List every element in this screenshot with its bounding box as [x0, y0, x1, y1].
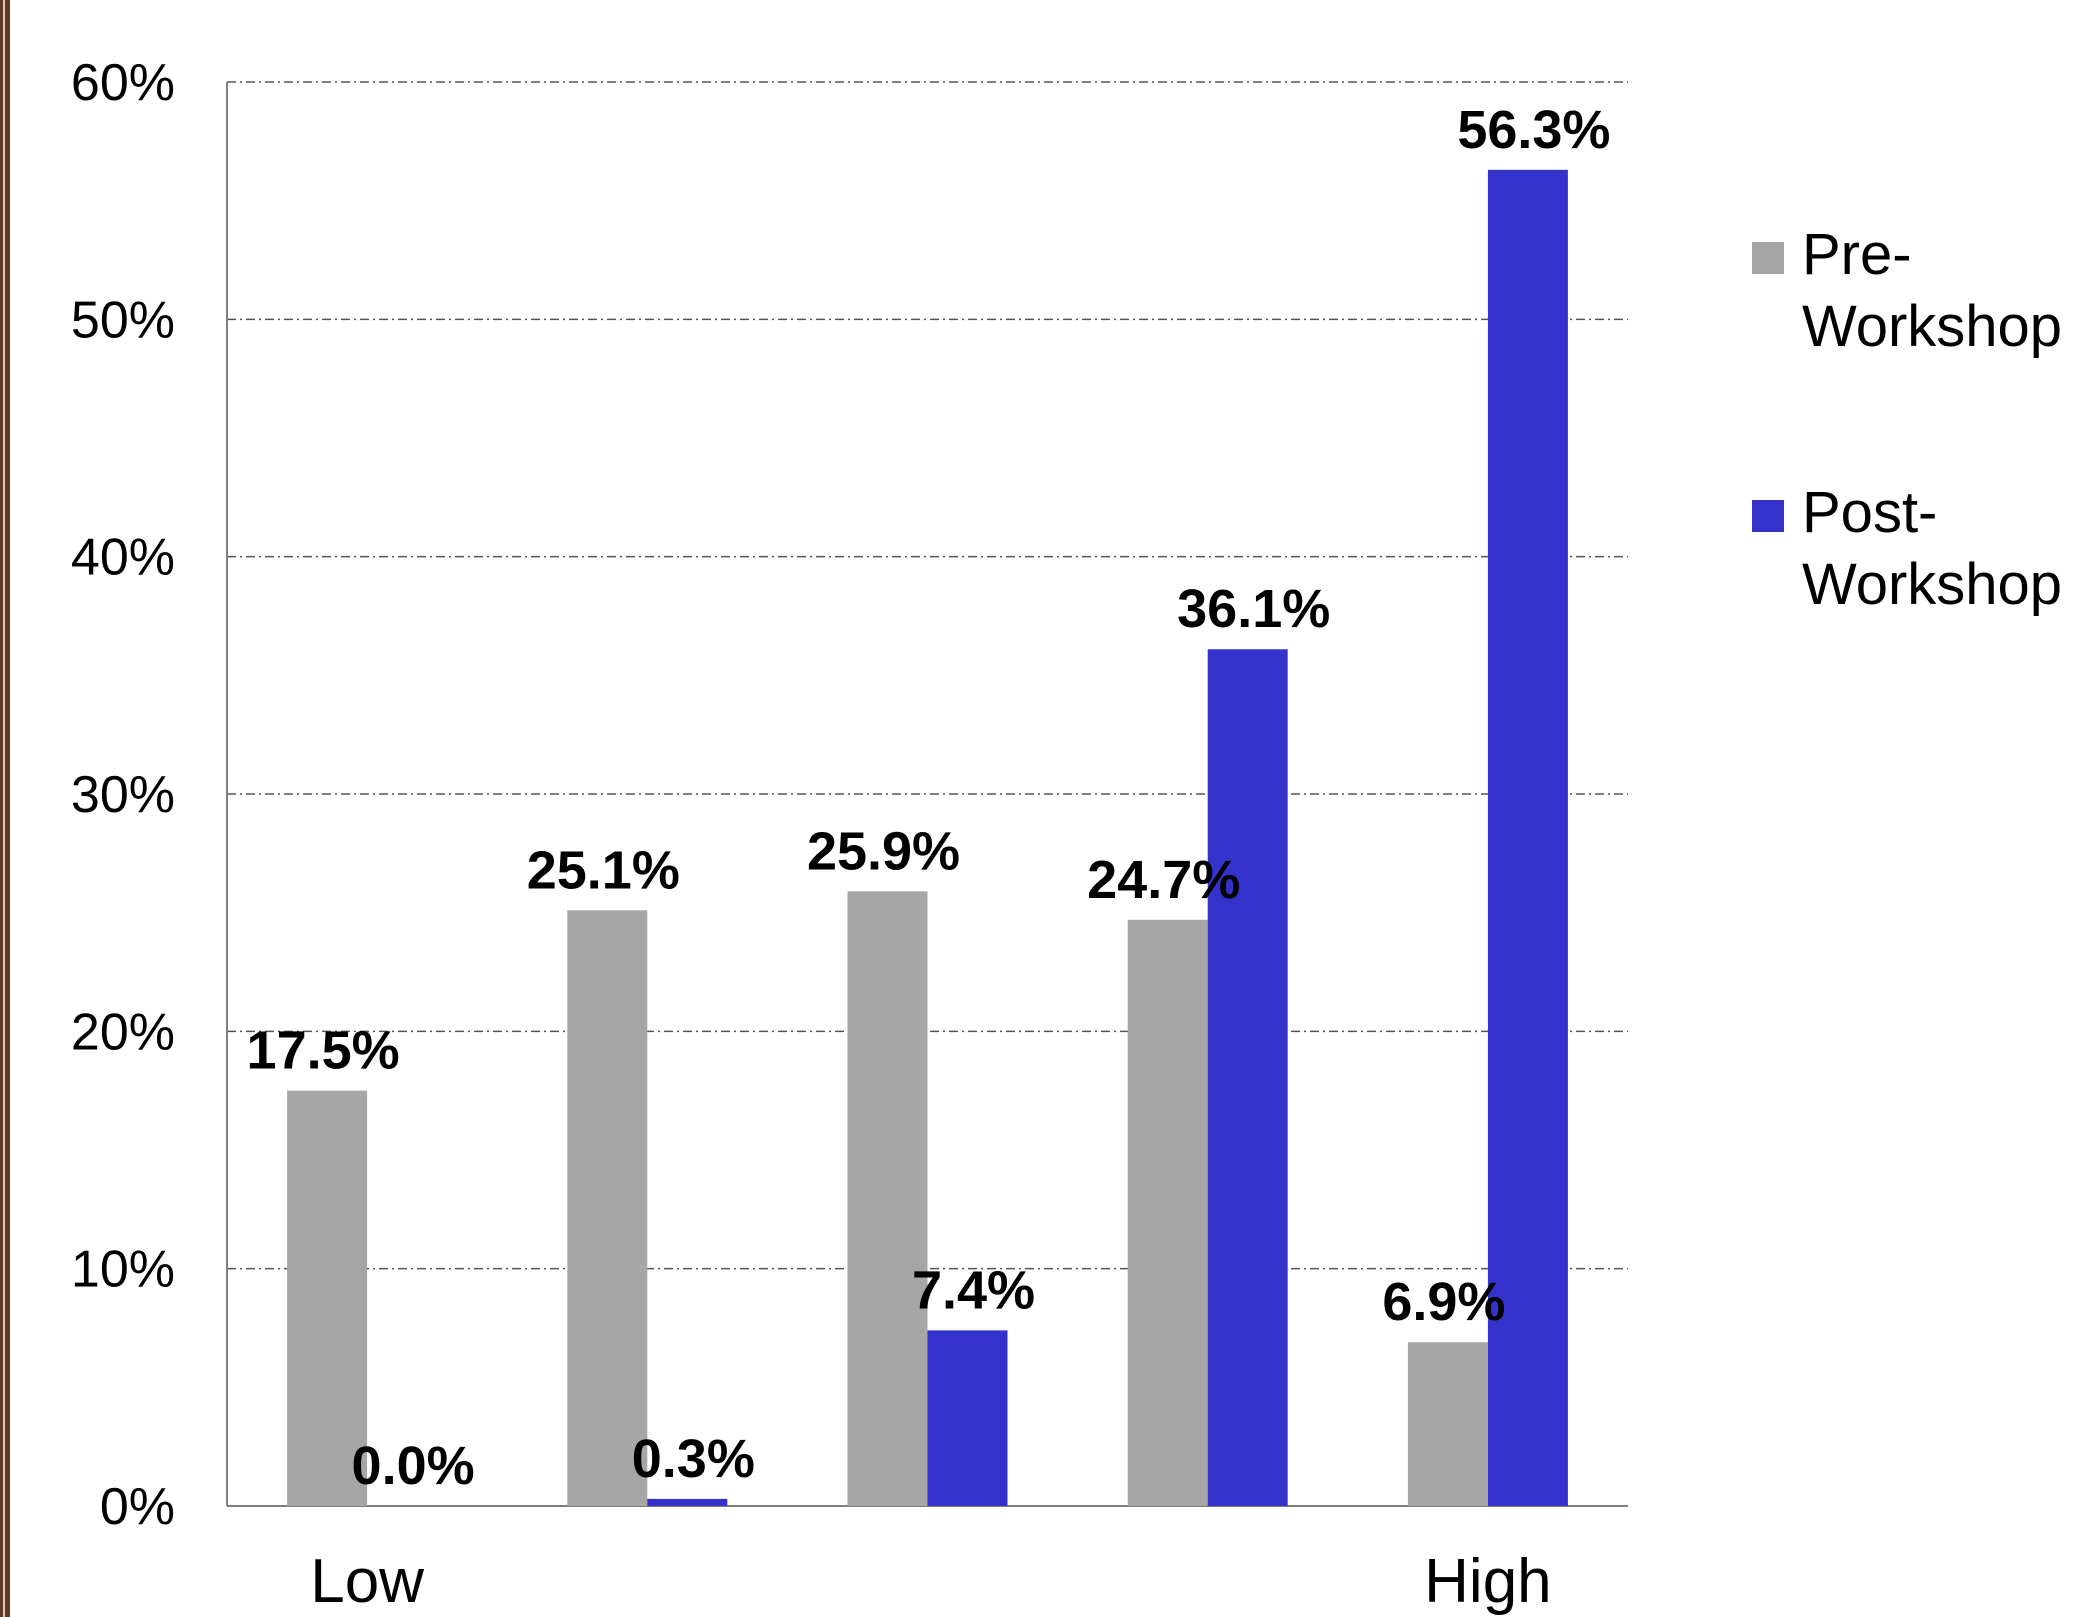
data-label: 56.3% [1457, 100, 1610, 160]
x-axis-ticks: Low High [310, 1547, 1551, 1616]
data-label: 17.5% [247, 1021, 400, 1081]
bar-post-2 [927, 1330, 1008, 1506]
data-label: 25.1% [527, 840, 680, 900]
legend-swatch [1752, 242, 1784, 274]
bar-pre-4 [1407, 1342, 1488, 1506]
legend-swatch [1752, 500, 1784, 532]
data-label: 7.4% [912, 1260, 1035, 1320]
data-label: 24.7% [1087, 850, 1240, 910]
y-tick-label: 50% [71, 291, 175, 349]
bar-post-1 [647, 1498, 728, 1506]
data-label: 6.9% [1382, 1272, 1505, 1332]
x-tick-label: Low [310, 1547, 424, 1616]
y-tick-label: 30% [71, 766, 175, 824]
y-tick-label: 40% [71, 529, 175, 587]
bar-pre-0 [287, 1090, 368, 1506]
gridlines [227, 81, 1628, 1270]
y-tick-label: 0% [100, 1478, 175, 1536]
y-tick-label: 20% [71, 1003, 175, 1061]
bar-post-4 [1487, 169, 1568, 1506]
data-label: 36.1% [1177, 579, 1330, 639]
legend: Pre- Workshop Post- Workshop [1752, 222, 2062, 617]
data-labels: 17.5% 0.0% 25.1% 0.3% 25.9% 7.4% 24.7% 36.1% 6.9… [247, 100, 1611, 1496]
data-label: 25.9% [807, 821, 960, 881]
slide-frame-border [0, 0, 10, 1617]
x-tick-label: High [1424, 1547, 1552, 1616]
bar-pre-2 [847, 891, 928, 1506]
legend-label: Post- [1802, 480, 1937, 545]
bar-pre-3 [1127, 919, 1208, 1506]
y-tick-label: 10% [71, 1241, 175, 1299]
y-axis-ticks: 0% 10% 20% 30% 40% 50% 60% [71, 54, 175, 1536]
bar-post-3 [1207, 649, 1288, 1506]
legend-label: Workshop [1802, 552, 2062, 617]
legend-label: Pre- [1802, 222, 1912, 287]
data-label: 0.3% [632, 1429, 755, 1489]
bar-pre-1 [567, 910, 648, 1506]
legend-label: Workshop [1802, 294, 2062, 359]
y-tick-label: 60% [71, 54, 175, 112]
bars [287, 169, 1568, 1506]
data-label: 0.0% [352, 1436, 475, 1496]
